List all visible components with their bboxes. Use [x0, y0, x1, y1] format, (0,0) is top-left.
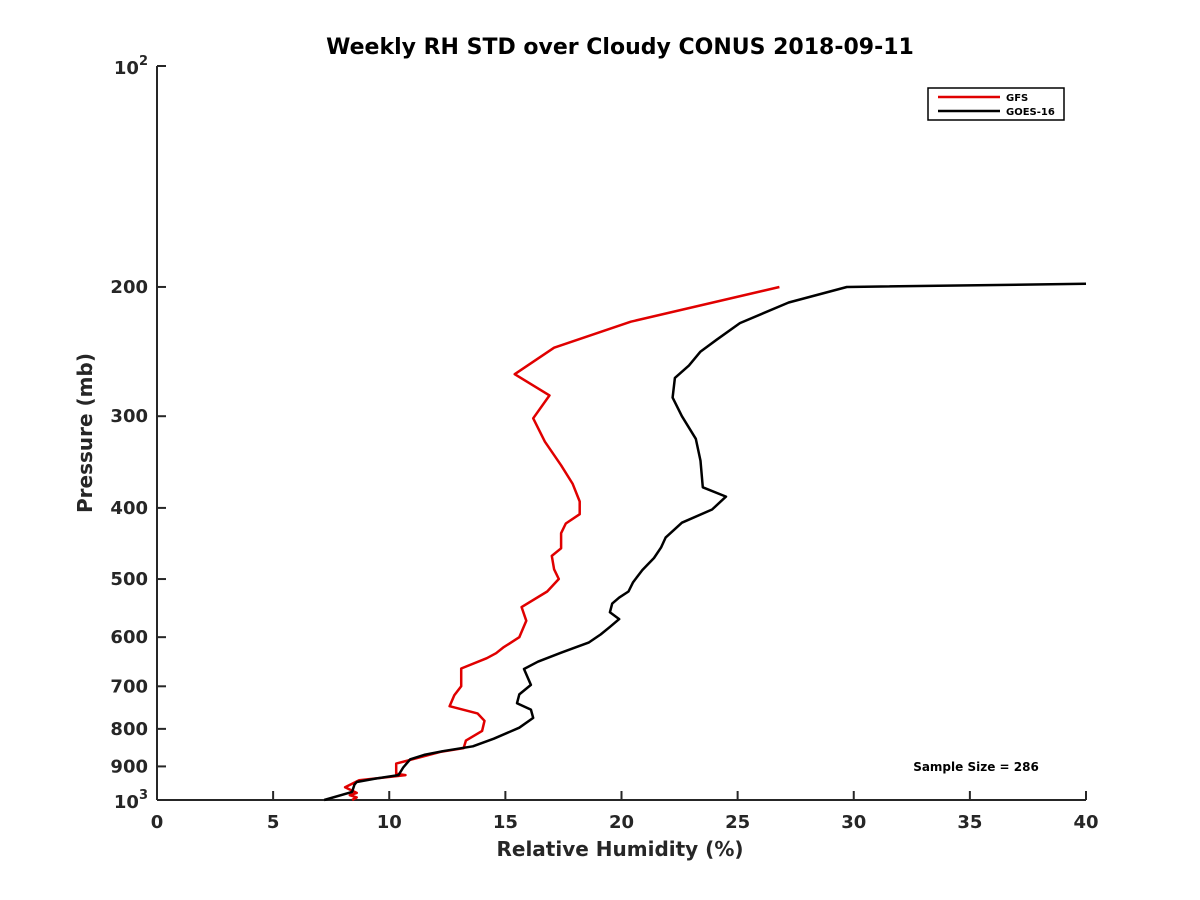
y-tick-exponent: 3: [139, 788, 148, 803]
legend-box: [927, 87, 1065, 121]
y-tick-base: 10: [114, 792, 139, 813]
series-line-gfs: [343, 285, 780, 802]
x-tick-label: 10: [377, 812, 402, 833]
y-tick-base: 10: [114, 58, 139, 79]
plot-area: 0 5 10 15 20 25 30 35 40 10220030040050060070080…: [110, 54, 1098, 833]
sample-size-annotation: Sample Size = 286: [913, 760, 1039, 774]
x-tick-label: 35: [957, 812, 982, 833]
y-tick-label: 700: [110, 676, 148, 697]
x-tick-label: 30: [841, 812, 866, 833]
y-tick-label: 900: [110, 756, 148, 777]
chart-title: Weekly RH STD over Cloudy CONUS 2018-09-…: [326, 35, 914, 60]
series-group: [323, 282, 1087, 802]
y-tick-label: 600: [110, 627, 148, 648]
y-tick-label: 300: [110, 406, 148, 427]
x-tick-label: 0: [151, 812, 164, 833]
y-tick-label: 200: [110, 277, 148, 298]
x-tick-label: 40: [1073, 812, 1098, 833]
x-tick-label: 5: [267, 812, 280, 833]
legend: GFS GOES-16: [927, 87, 1065, 121]
x-tick-label: 15: [493, 812, 518, 833]
x-tick-group: 0 5 10 15 20 25 30 35 40: [151, 791, 1099, 833]
y-tick-label: 103: [114, 788, 148, 813]
series-line-goes-16: [323, 282, 1087, 802]
y-tick-label: 102: [114, 54, 148, 79]
y-tick-label: 400: [110, 498, 148, 519]
x-tick-label: 25: [725, 812, 750, 833]
y-tick-exponent: 2: [139, 54, 148, 69]
legend-label: GOES-16: [1006, 107, 1055, 118]
x-axis-label: Relative Humidity (%): [496, 837, 743, 861]
y-axis-label: Pressure (mb): [73, 353, 97, 513]
y-tick-label: 500: [110, 569, 148, 590]
y-tick-label: 800: [110, 719, 148, 740]
x-tick-label: 20: [609, 812, 634, 833]
legend-label: GFS: [1006, 93, 1028, 104]
